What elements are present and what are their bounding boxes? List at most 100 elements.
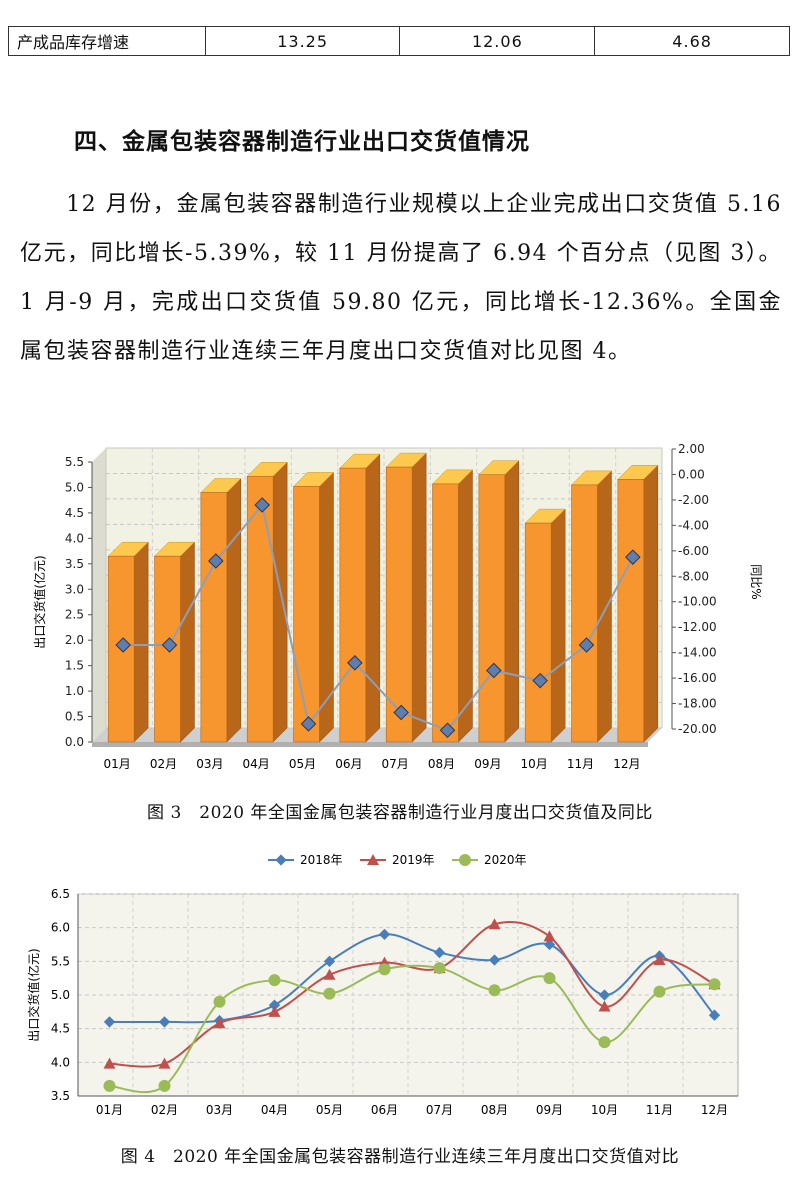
bar-side [411, 452, 427, 743]
data-point [439, 722, 456, 739]
data-table-fragment: 产成品库存增速 13.25 12.06 4.68 [8, 26, 790, 56]
y2-tick-label: -14.00 [678, 646, 717, 660]
y2-tick-label: -16.00 [678, 671, 717, 685]
bar-side [643, 464, 659, 743]
bar-side [133, 541, 149, 743]
x-tick-label: 03月 [206, 1103, 233, 1117]
figure3-chart: 0.0 0.5 1.0 1.5 2.0 2.5 3.0 3.5 4.0 4.5 5.0 5.5 -20.… [32, 442, 763, 771]
data-point [708, 978, 721, 991]
table-row: 产成品库存增速 13.25 12.06 4.68 [8, 26, 790, 56]
y2-tick-label: -18.00 [678, 697, 717, 711]
data-point [488, 954, 501, 966]
data-point [625, 549, 641, 565]
left-wall [92, 448, 106, 742]
figure4-caption: 图 4 2020 年全国金属包装容器制造行业连续三年月度出口交货值对比 [120, 1147, 680, 1167]
x-tick-label: 01月 [104, 757, 131, 771]
section-title: 四、金属包装容器制造行业出口交货值情况 [74, 129, 530, 155]
x-tick-label: 10月 [591, 1103, 618, 1117]
y-tick-label: 1.0 [65, 684, 84, 698]
y-tick-label: 6.0 [51, 921, 70, 935]
y-tick-label: 5.0 [65, 480, 84, 494]
y2-tick-label: -6.00 [678, 544, 709, 558]
y-axis-title: 出口交货值(亿元) [32, 555, 47, 648]
x-tick-label: 12月 [701, 1103, 728, 1117]
bar [246, 475, 274, 743]
x-tick-label: 04月 [261, 1103, 288, 1117]
x-tick-label: 08月 [481, 1103, 508, 1117]
bar-side [272, 461, 288, 743]
x-tick-label: 06月 [335, 757, 362, 771]
y-tick-label: 1.5 [65, 659, 84, 673]
data-point [543, 930, 556, 942]
x-tick-label: 01月 [96, 1103, 123, 1117]
bar [524, 522, 552, 743]
data-point [532, 672, 548, 689]
row-label: 产成品库存增速 [8, 26, 206, 56]
data-point [115, 637, 131, 653]
x-tick-label: 09月 [536, 1103, 563, 1117]
y2-tick-label: -10.00 [678, 595, 717, 609]
data-point [347, 655, 363, 671]
data-point [268, 974, 281, 987]
data-point [598, 1000, 611, 1012]
x-tick-label: 07月 [382, 757, 409, 771]
x-tick-label: 04月 [243, 757, 270, 771]
x-tick-label: 05月 [289, 757, 316, 771]
bar [200, 492, 228, 743]
data-point [213, 995, 226, 1008]
y-tick-label: 6.5 [51, 887, 70, 901]
data-point [103, 1016, 116, 1028]
data-point [543, 972, 556, 985]
x-tick-label: 10月 [521, 757, 548, 771]
data-point [323, 987, 336, 1000]
data-point [393, 704, 409, 721]
x-tick-label: 05月 [316, 1103, 343, 1117]
figure4-chart: 3.5 4.0 4.5 5.0 5.5 6.0 6.5 出口交货值(亿元) 01月 02月 03月 0… [26, 853, 739, 1117]
bar [478, 474, 506, 743]
bar-side [597, 470, 612, 743]
series-line [123, 502, 634, 732]
bar-side [504, 460, 520, 743]
data-point [653, 953, 666, 965]
y2-tick-label: -2.00 [678, 493, 709, 507]
y-tick-label: 3.5 [65, 557, 84, 571]
data-point [254, 497, 270, 513]
bar-side [180, 541, 195, 743]
y-axis-title: 出口交货值(亿元) [26, 948, 41, 1041]
data-point [488, 984, 501, 997]
y-tick-label: 5.5 [65, 455, 84, 469]
bar [293, 486, 320, 743]
x-tick-label: 11月 [646, 1103, 673, 1117]
x-tick-label: 08月 [428, 757, 455, 771]
data-point [653, 985, 666, 998]
x-tick-label: 03月 [196, 757, 223, 771]
figure-3: 0.0 0.5 1.0 1.5 2.0 2.5 3.0 3.5 4.0 4.5 5.0 5.5 -20.… [0, 440, 800, 784]
data-point [268, 1005, 281, 1017]
y2-tick-label: 0.00 [678, 467, 705, 481]
legend-label: 2019年 [392, 853, 435, 867]
table-cell: 4.68 [594, 26, 790, 56]
data-point [378, 963, 391, 976]
data-point [213, 1017, 226, 1029]
data-point [161, 637, 178, 653]
legend-label: 2020年 [484, 853, 527, 867]
y-tick-label: 4.5 [65, 506, 84, 520]
x-tick-label: 12月 [613, 757, 640, 771]
data-point [208, 553, 224, 569]
data-point [323, 968, 336, 980]
figure3-caption: 图 3 2020 年全国金属包装容器制造行业月度出口交货值及同比 [147, 803, 653, 823]
y-tick-label: 4.0 [65, 531, 84, 545]
data-point [275, 854, 287, 866]
floor-edge [92, 742, 648, 747]
bar [571, 484, 598, 743]
data-point [598, 989, 611, 1001]
y-tick-label: 4.5 [51, 1022, 70, 1036]
table-cell: 12.06 [399, 26, 596, 56]
data-point [488, 918, 501, 930]
y-tick-label: 3.0 [65, 582, 84, 596]
y-tick-label: 0.0 [65, 735, 84, 749]
y2-tick-label: -12.00 [678, 620, 717, 634]
data-point [486, 662, 502, 679]
bar [617, 479, 645, 743]
bar [339, 467, 367, 743]
